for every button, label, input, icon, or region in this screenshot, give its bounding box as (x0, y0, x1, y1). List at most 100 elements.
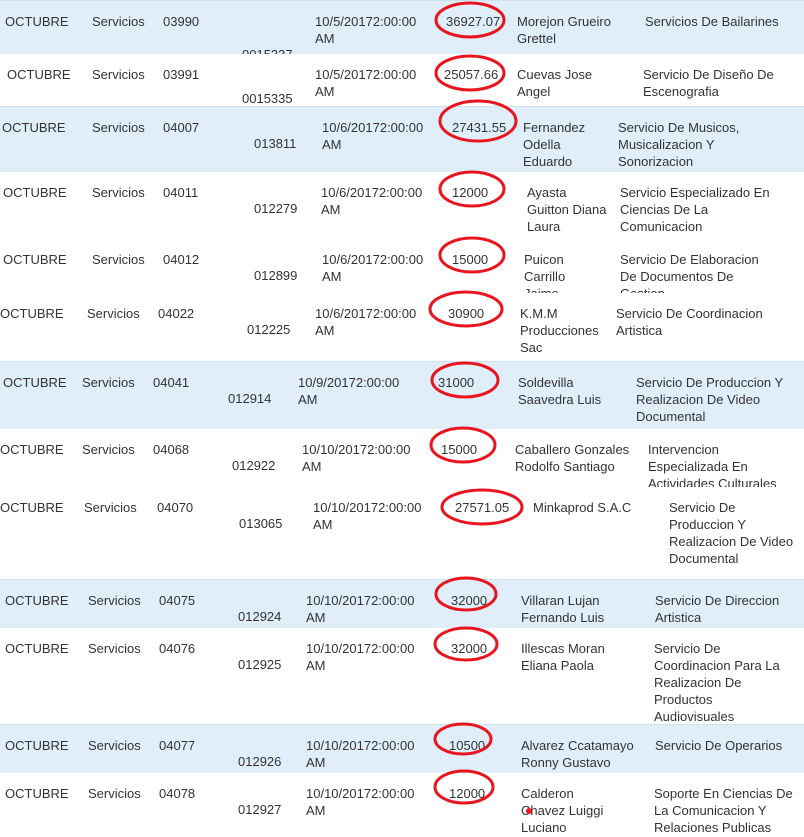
service-description-cell: Servicio De Operarios (655, 738, 783, 753)
type-cell: Servicios (87, 306, 140, 321)
amount-cell: 32000 (451, 641, 488, 656)
amount-cell: 25057.66 (444, 67, 499, 82)
type-cell: Servicios (92, 120, 145, 135)
code-cell: 04070 (157, 500, 194, 515)
code-cell: 04007 (163, 120, 200, 135)
table-row: OCTUBRE Servicios 03991 10/5/20172:00:00 AM… (0, 54, 804, 106)
code-cell: 04077 (159, 738, 196, 753)
type-cell: Servicios (92, 252, 145, 267)
service-description-cell: Servicio De Coordinacion Artistica (616, 306, 763, 338)
date-cell: 10/6/20172:00:00 AM (322, 252, 424, 284)
date-cell: 10/5/20172:00:00 AM (315, 14, 417, 46)
month-cell: OCTUBRE (0, 500, 64, 515)
type-cell: Servicios (92, 185, 145, 200)
table-row: OCTUBRE Servicios 04041 10/9/20172:00:00 AM… (0, 361, 804, 430)
supplier-name-cell: K.M.M Producciones Sac (520, 306, 599, 355)
type-cell: Servicios (92, 67, 145, 82)
month-cell: OCTUBRE (0, 306, 64, 321)
type-cell: Servicios (88, 738, 141, 753)
amount-cell: 12000 (449, 786, 486, 801)
type-cell: Servicios (82, 442, 135, 457)
month-cell: OCTUBRE (3, 375, 67, 390)
amount-cell: 27571.05 (455, 500, 510, 515)
annotation-dot (526, 808, 532, 814)
amount-cell: 15000 (452, 252, 489, 267)
table-row: OCTUBRE Servicios 04007 10/6/20172:00:00 AM… (0, 106, 804, 173)
document-number-cell: 012899 (254, 268, 298, 283)
supplier-name-cell: Cuevas Jose Angel (517, 67, 593, 99)
date-cell: 10/10/20172:00:00 AM (302, 442, 411, 474)
supplier-name-cell: Illescas Moran Eliana Paola (521, 641, 605, 673)
month-cell: OCTUBRE (0, 442, 64, 457)
month-cell: OCTUBRE (5, 738, 69, 753)
amount-cell: 12000 (452, 185, 489, 200)
code-cell: 04076 (159, 641, 196, 656)
table-row: OCTUBRE Servicios 04078 10/10/20172:00:00 A… (0, 773, 804, 837)
amount-cell: 27431.55 (452, 120, 507, 135)
amount-cell: 32000 (451, 593, 488, 608)
amount-cell: 30900 (448, 306, 485, 321)
amount-cell: 15000 (441, 442, 478, 457)
month-cell: OCTUBRE (5, 786, 69, 801)
type-cell: Servicios (88, 641, 141, 656)
code-cell: 04075 (159, 593, 196, 608)
month-cell: OCTUBRE (2, 120, 66, 135)
service-description-cell: Soporte En Ciencias De La Comunicacion Y… (654, 786, 793, 835)
supplier-name-cell: Minkaprod S.A.C (533, 500, 632, 515)
service-description-cell: Servicios De Bailarines (645, 14, 779, 29)
table-row: OCTUBRE Servicios 04011 10/6/20172:00:00 AM… (0, 172, 804, 239)
service-description-cell: Servicio Especializado En Ciencias De La… (620, 185, 770, 234)
document-number-cell: 012225 (247, 322, 291, 337)
month-cell: OCTUBRE (5, 641, 69, 656)
code-cell: 03990 (163, 14, 200, 29)
document-number-cell: 012914 (228, 391, 272, 406)
document-number-cell: 013811 (254, 136, 297, 151)
amount-cell: 31000 (438, 375, 475, 390)
table-row: OCTUBRE Servicios 04012 10/6/20172:00:00 AM… (0, 239, 804, 301)
type-cell: Servicios (82, 375, 135, 390)
date-cell: 10/10/20172:00:00 AM (306, 786, 415, 818)
date-cell: 10/6/20172:00:00 AM (322, 120, 424, 152)
code-cell: 04078 (159, 786, 196, 801)
date-cell: 10/9/20172:00:00 AM (298, 375, 400, 407)
type-cell: Servicios (92, 14, 145, 29)
code-cell: 04068 (153, 442, 190, 457)
service-description-cell: Servicio De Produccion Y Realizacion De … (669, 500, 794, 566)
table-row: OCTUBRE Servicios 04022 10/6/20172:00:00 AM… (0, 293, 804, 361)
document-number-cell: 0015335 (242, 91, 293, 106)
amount-cell: 10500 (449, 738, 486, 753)
document-number-cell: 012924 (238, 609, 282, 624)
amount-cell: 36927.07 (446, 14, 501, 29)
month-cell: OCTUBRE (3, 185, 67, 200)
document-number-cell: 012922 (232, 458, 276, 473)
supplier-name-cell: Calderon Chavez Luiggi Luciano (521, 786, 604, 835)
date-cell: 10/10/20172:00:00 AM (306, 738, 415, 770)
code-cell: 04011 (163, 185, 199, 200)
code-cell: 03991 (163, 67, 200, 82)
table-row: OCTUBRE Servicios 04075 10/10/20172:00:00 A… (0, 579, 804, 629)
document-number-cell: 012926 (238, 754, 282, 769)
month-cell: OCTUBRE (5, 14, 69, 29)
code-cell: 04022 (158, 306, 195, 321)
table-row: OCTUBRE Servicios 04076 10/10/20172:00:00 A… (0, 628, 804, 724)
table-row: OCTUBRE Servicios 04070 10/10/20172:00:00 A… (0, 487, 804, 579)
supplier-name-cell: Villaran Lujan Fernando Luis (521, 593, 605, 625)
date-cell: 10/10/20172:00:00 AM (313, 500, 422, 532)
service-description-cell: Servicio De Musicos, Musicalizacion Y So… (618, 120, 740, 169)
supplier-name-cell: Morejon Grueiro Grettel (517, 14, 611, 46)
code-cell: 04041 (153, 375, 190, 390)
document-number-cell: 012925 (238, 657, 282, 672)
service-description-cell: Intervencion Especializada En Actividade… (648, 442, 777, 491)
month-cell: OCTUBRE (5, 593, 69, 608)
document-number-cell: 012927 (238, 802, 282, 817)
date-cell: 10/6/20172:00:00 AM (315, 306, 417, 338)
supplier-name-cell: Ayasta Guitton Diana Laura (527, 185, 607, 234)
service-description-cell: Servicio De Coordinacion Para La Realiza… (654, 641, 780, 724)
month-cell: OCTUBRE (3, 252, 67, 267)
code-cell: 04012 (163, 252, 200, 267)
table-row: OCTUBRE Servicios 03990 10/5/20172:00:00 AM… (0, 0, 804, 62)
supplier-name-cell: Soldevilla Saavedra Luis (518, 375, 602, 407)
type-cell: Servicios (84, 500, 137, 515)
service-description-cell: Servicio De Diseño De Escenografia (643, 67, 774, 99)
document-number-cell: 013065 (239, 516, 283, 531)
